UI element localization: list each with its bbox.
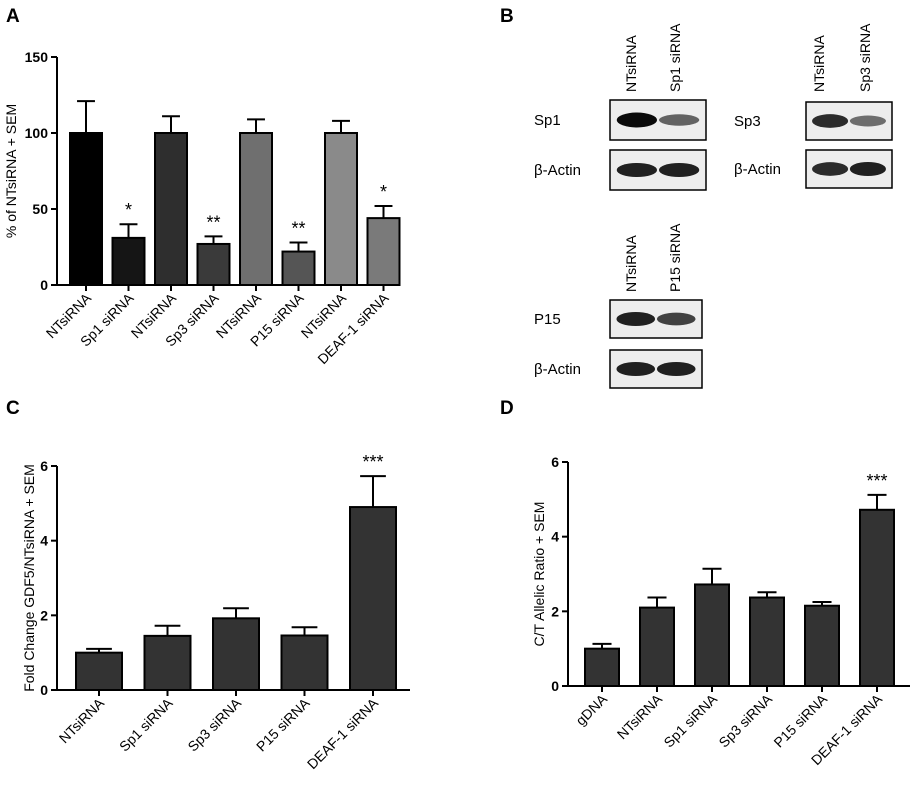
panel-label-d: D [500,398,514,419]
x-tick-label: gDNA [572,690,610,728]
blot-row-label: P15 [534,311,561,328]
y-tick-label: 150 [25,49,49,65]
bar [69,132,103,286]
x-tick-label: NTsiRNA [614,690,666,742]
y-tick-label: 6 [551,454,559,470]
bar [349,506,397,692]
blot-row-label: β-Actin [534,361,581,378]
blot-band [812,114,849,128]
y-tick-label: 0 [551,678,559,694]
western-blot-panel-b: NTsiRNA Sp1 siRNA Sp1 β-Actin NTsiRNA Sp3 siR… [534,23,893,389]
bar [239,132,273,286]
bar [281,250,316,286]
blot-band [849,161,886,177]
bar [694,583,730,687]
panel-label-b: B [500,6,514,27]
y-tick-label: 2 [40,607,48,623]
bar [639,606,675,687]
blot-band [616,112,658,128]
blot-band [616,162,658,178]
y-tick-label: 6 [40,458,48,474]
blot-band [658,114,700,126]
x-tick-label: Sp3 siRNA [715,690,775,750]
bar [749,596,785,688]
blot-band [656,361,696,377]
y-tick-label: 0 [40,682,48,698]
y-tick-label: 2 [551,603,559,619]
blot-band [616,311,656,327]
bar [111,236,146,287]
y-axis-label: Fold Change GDF5/NTsiRNA + SEM [21,464,37,692]
y-tick-label: 0 [40,277,48,293]
blot-row-label: β-Actin [534,162,581,179]
blot-row-label: Sp3 [734,113,761,130]
x-tick-label: DEAF-1 siRNA [304,694,382,772]
bar [324,132,358,286]
significance-label: * [380,182,387,202]
blot-lane-label: Sp1 siRNA [667,23,683,92]
bar [196,242,231,287]
x-tick-label: P15 siRNA [253,694,313,754]
bar [366,217,401,286]
significance-label: ** [291,218,305,238]
bar [75,651,123,692]
bar [143,634,192,691]
y-axis-label: C/T Allelic Ratio + SEM [531,502,547,647]
bar [804,604,840,688]
blot-band [616,361,656,377]
blot-band [849,115,886,127]
blot-lane-label: NTsiRNA [623,35,639,92]
blot-band [658,162,700,178]
y-tick-label: 4 [40,533,48,549]
x-tick-label: NTsiRNA [56,694,108,746]
y-tick-label: 4 [551,529,559,545]
x-tick-label: Sp1 siRNA [660,690,720,750]
blot-row-label: β-Actin [734,161,781,178]
bar [154,132,188,286]
y-tick-label: 50 [32,201,48,217]
significance-label: ** [206,212,220,232]
blot-band [656,312,696,326]
significance-label: *** [362,452,383,472]
bar [859,508,895,687]
significance-label: *** [866,471,887,491]
y-tick-label: 100 [25,125,49,141]
x-tick-label: Sp1 siRNA [116,694,176,754]
panel-label-a: A [6,6,20,27]
blot-band [812,162,849,176]
bar [280,634,329,692]
bar [584,647,620,688]
blot-lane-label: Sp3 siRNA [857,23,873,92]
blot-lane-label: NTsiRNA [623,235,639,292]
x-tick-label: Sp3 siRNA [184,694,244,754]
x-tick-label: P15 siRNA [770,690,830,750]
y-axis-label: % of NTsiRNA + SEM [3,104,19,238]
blot-lane-label: NTsiRNA [811,35,827,92]
blot-row-label: Sp1 [534,112,561,129]
bar [212,617,260,692]
significance-label: * [125,200,132,220]
blot-lane-label: P15 siRNA [667,223,683,292]
panel-label-c: C [6,398,20,419]
